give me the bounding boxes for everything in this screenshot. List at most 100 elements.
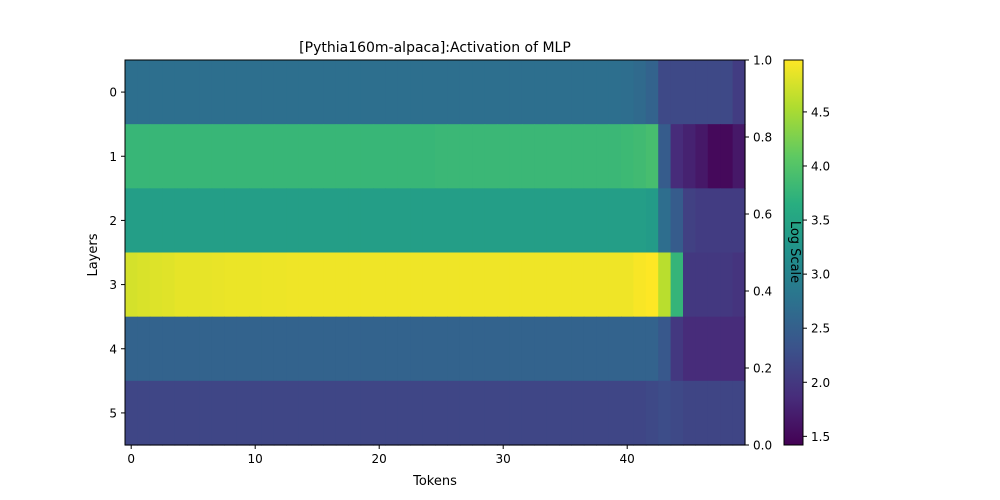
heatmap-cell (695, 60, 709, 125)
heatmap-cell (732, 316, 746, 382)
heatmap-cell (658, 252, 672, 318)
y-tick-label: 3 (109, 278, 117, 292)
right-tick-label: 0.4 (753, 285, 772, 299)
heatmap-cell (695, 124, 709, 189)
heatmap-cell (174, 124, 188, 189)
heatmap-cell (199, 380, 213, 446)
heatmap-cell (162, 60, 176, 125)
heatmap-cell (323, 380, 337, 446)
heatmap-cell (571, 252, 585, 318)
heatmap-cell (360, 60, 374, 125)
heatmap-cell (608, 252, 622, 318)
heatmap-cell (509, 316, 523, 382)
heatmap-cell (236, 60, 250, 125)
heatmap-cell (298, 60, 312, 125)
heatmap-cell (125, 252, 138, 318)
heatmap-cell (323, 188, 337, 254)
heatmap-cell (373, 188, 386, 254)
heatmap-cell (236, 124, 250, 189)
x-tick-label: 20 (372, 452, 387, 466)
y-axis-label: Layers (86, 233, 101, 276)
heatmap-cell (236, 252, 250, 318)
heatmap-cell (683, 124, 696, 189)
heatmap-cell (521, 124, 535, 189)
heatmap-cell (435, 60, 448, 125)
heatmap-cell (608, 124, 622, 189)
heatmap-cell (162, 124, 176, 189)
heatmap-cell (149, 124, 163, 189)
heatmap-cell (397, 316, 411, 382)
heatmap-cell (397, 188, 411, 254)
heatmap-cell (509, 60, 523, 125)
heatmap-cell (261, 60, 275, 125)
colorbar-tick-label: 2.5 (811, 322, 830, 336)
heatmap-cell (695, 316, 709, 382)
heatmap-cell (596, 188, 610, 254)
heatmap-cell (732, 60, 746, 125)
heatmap-cell (422, 252, 436, 318)
heatmap-cell (497, 188, 510, 254)
heatmap-cell (596, 124, 610, 189)
heatmap-cell (162, 380, 176, 446)
heatmap-cell (459, 316, 473, 382)
heatmap-cell (335, 380, 349, 446)
heatmap-cell (211, 316, 225, 382)
heatmap-cell (348, 124, 362, 189)
heatmap-cell (373, 380, 386, 446)
y-tick-label: 5 (109, 406, 117, 420)
heatmap-cell (125, 60, 138, 125)
heatmap-cell (298, 380, 312, 446)
heatmap-cell (435, 252, 448, 318)
heatmap-cell (695, 380, 709, 446)
x-tick-label: 30 (496, 452, 511, 466)
heatmap-cell (211, 124, 225, 189)
heatmap-cell (472, 316, 486, 382)
heatmap-cell (633, 188, 647, 254)
heatmap-cell (459, 380, 473, 446)
heatmap-cell (224, 188, 238, 254)
heatmap-cell (645, 380, 659, 446)
heatmap-cell (633, 316, 647, 382)
heatmap-cell (335, 188, 349, 254)
heatmap-cell (298, 124, 312, 189)
heatmap-cell (559, 316, 572, 382)
right-tick-label: 0.2 (753, 362, 772, 376)
heatmap-cell (521, 316, 535, 382)
heatmap-cell (546, 124, 560, 189)
heatmap-cell (534, 252, 548, 318)
heatmap-cell (335, 316, 349, 382)
heatmap-cell (410, 124, 424, 189)
heatmap-cell (410, 252, 424, 318)
heatmap-cell (645, 124, 659, 189)
heatmap-cell (583, 316, 597, 382)
heatmap-cell (199, 60, 213, 125)
heatmap-cell (534, 188, 548, 254)
heatmap-cell (559, 188, 572, 254)
heatmap-cell (249, 60, 262, 125)
heatmap-cell (187, 380, 200, 446)
plot-frame (124, 59, 746, 446)
heatmap-cell (323, 60, 337, 125)
heatmap-cell (174, 252, 188, 318)
heatmap-cell (348, 252, 362, 318)
heatmap-cell (323, 316, 337, 382)
heatmap-cell (621, 316, 634, 382)
x-tick-label: 10 (248, 452, 263, 466)
heatmap-cell (670, 188, 684, 254)
heatmap-cell (149, 60, 163, 125)
heatmap-cell (137, 380, 151, 446)
heatmap-cell (224, 380, 238, 446)
heatmap-cell (187, 60, 200, 125)
heatmap-cell (633, 252, 647, 318)
heatmap-cell (335, 60, 349, 125)
heatmap-cell (385, 380, 399, 446)
heatmap-cell (732, 252, 746, 318)
heatmap-cell (273, 188, 287, 254)
heatmap-cell (298, 252, 312, 318)
heatmap-cell (360, 188, 374, 254)
heatmap-cell (261, 124, 275, 189)
heatmap-cell (683, 380, 696, 446)
heatmap-cell (323, 252, 337, 318)
heatmap-cell (199, 124, 213, 189)
heatmap-cell (447, 380, 461, 446)
